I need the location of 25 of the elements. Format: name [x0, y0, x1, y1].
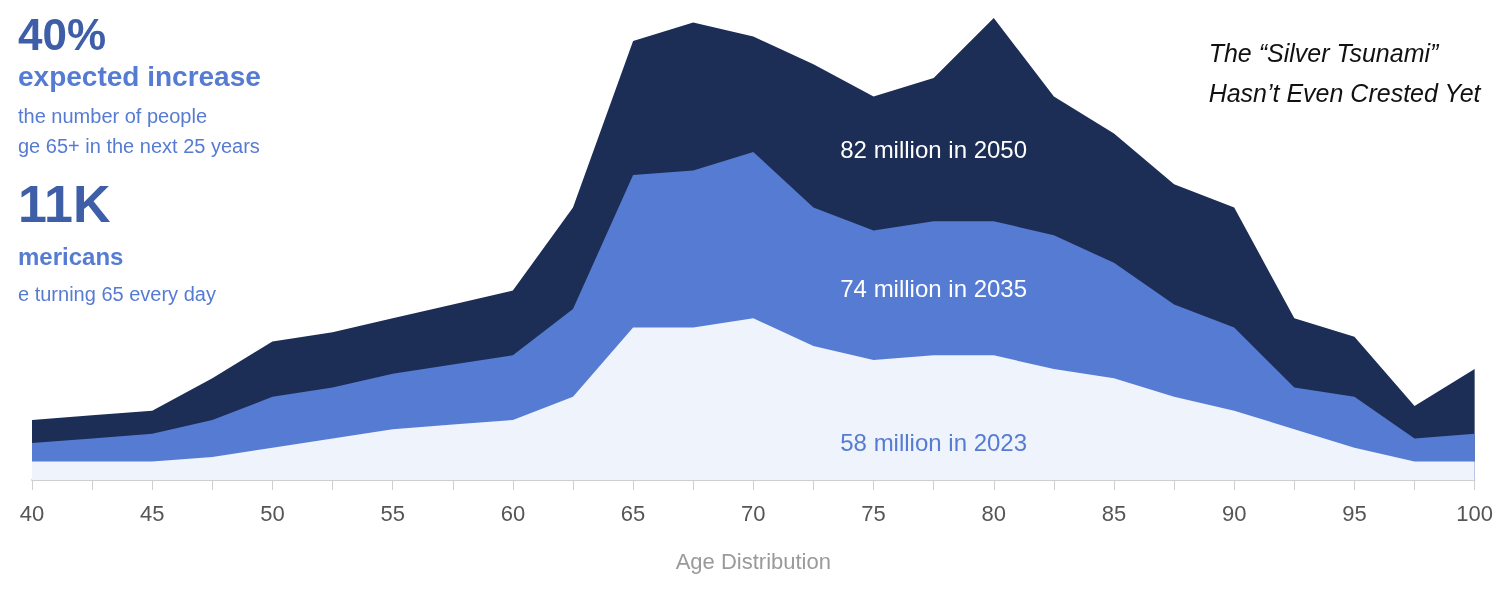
x-axis-title: Age Distribution [675, 548, 831, 574]
x-tick-label: 80 [981, 500, 1007, 526]
x-tick-label: 55 [380, 500, 405, 526]
annotation: 40% [18, 9, 107, 59]
annotation: 11K [18, 175, 111, 233]
x-tick-label: 50 [260, 500, 285, 526]
series-label: 58 million in 2023 [840, 429, 1028, 457]
annotation: e turning 65 every day [18, 283, 216, 305]
x-tick-label: 75 [861, 500, 886, 526]
x-tick-label: 95 [1342, 500, 1367, 526]
x-tick-label: 40 [19, 500, 45, 526]
x-tick-label: 45 [139, 500, 165, 526]
x-tick-label: 70 [741, 500, 766, 526]
series-label: 74 million in 2035 [840, 274, 1028, 302]
x-tick-label: 100 [1456, 500, 1494, 526]
series-label: 82 million in 2050 [840, 136, 1028, 164]
annotation: ge 65+ in the next 25 years [18, 135, 260, 157]
x-tick-label: 60 [500, 500, 526, 526]
x-tick-label: 90 [1221, 500, 1247, 526]
annotation: mericans [18, 242, 124, 270]
x-tick-label: 85 [1101, 500, 1127, 526]
annotation: expected increase [18, 60, 261, 92]
text: The “Silver Tsunami” Hasn’t Even Crested Yet [1208, 39, 1482, 107]
annotation: the number of people [18, 105, 208, 127]
x-tick-label: 65 [620, 500, 646, 526]
